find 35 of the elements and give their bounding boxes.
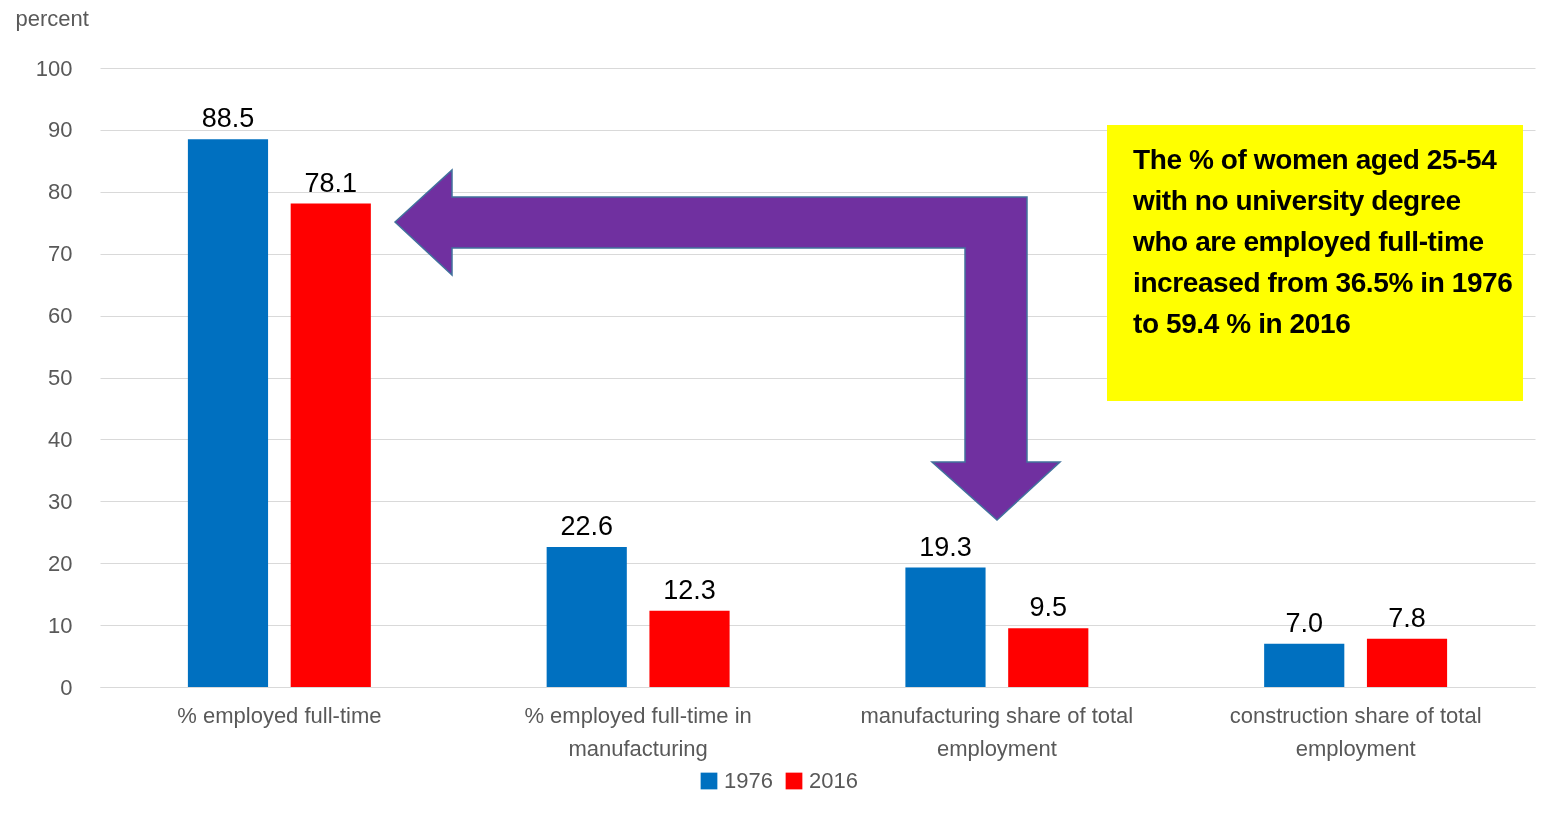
data-label: 22.6 bbox=[560, 511, 614, 542]
bar bbox=[290, 203, 371, 687]
bar bbox=[1008, 628, 1089, 687]
bar bbox=[1366, 638, 1448, 687]
y-tick-label: 0 bbox=[60, 674, 73, 700]
data-label: 12.3 bbox=[663, 574, 716, 605]
y-tick-label: 60 bbox=[48, 303, 73, 329]
bar bbox=[649, 610, 730, 687]
y-tick-label: 40 bbox=[48, 426, 73, 452]
annotation: The % of women aged 25-54 with no university degree who are employed full-time increased from 36.5% in 1976 to 59.4 % in 2016 bbox=[1133, 143, 1513, 341]
x-tick-label: % employed full-time in manufacturing bbox=[524, 702, 752, 761]
y-tick-label: 70 bbox=[48, 241, 73, 267]
y-tick-label: 20 bbox=[48, 550, 73, 576]
y-tick-label: 100 bbox=[35, 55, 73, 81]
y-tick-label: 80 bbox=[48, 179, 73, 205]
x-tick-label: % employed full-time bbox=[177, 702, 382, 728]
data-label: 9.5 bbox=[1029, 592, 1068, 623]
legend-label: 1976 bbox=[724, 768, 773, 793]
bar bbox=[905, 567, 986, 687]
data-label: 78.1 bbox=[304, 167, 358, 198]
legend-label: 2016 bbox=[809, 768, 858, 793]
y-tick-label: 10 bbox=[48, 612, 73, 638]
data-label: 7.8 bbox=[1388, 602, 1426, 633]
bar bbox=[546, 547, 627, 687]
data-label: 88.5 bbox=[201, 103, 255, 134]
x-tick-label: manufacturing share of total employment bbox=[860, 702, 1134, 761]
y-tick-label: 30 bbox=[48, 488, 73, 514]
bar bbox=[1264, 643, 1345, 687]
data-label: 7.0 bbox=[1285, 607, 1323, 638]
bar bbox=[187, 139, 269, 687]
y-tick-label: 90 bbox=[48, 117, 73, 143]
y-tick-label: 50 bbox=[48, 365, 73, 390]
y-axis-title: percent bbox=[15, 5, 89, 31]
data-label: 19.3 bbox=[919, 531, 972, 562]
x-tick-label: construction share of total employment bbox=[1229, 702, 1482, 761]
